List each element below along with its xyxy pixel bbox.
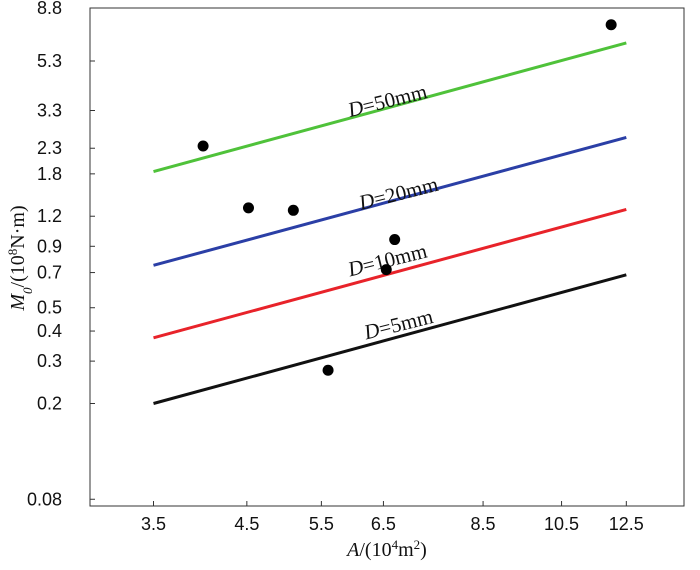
series-line-50mm [153,41,627,174]
data-point [197,140,209,152]
series-label: D=20mm [355,172,440,215]
data-point [287,204,299,216]
y-tick-label: 8.8 [37,0,62,18]
data-points [197,19,617,376]
plot-frame [89,7,685,507]
y-tick-label: 1.2 [37,206,62,226]
x-tick-label: 6.5 [371,514,396,534]
x-tick-label: 5.5 [309,514,334,534]
x-tick-label: 8.5 [471,514,496,534]
y-tick-label: 0.5 [37,298,62,318]
y-tick-label: 0.08 [27,489,62,509]
data-point [242,202,254,214]
y-tick-label: 0.4 [37,321,62,341]
data-point [322,364,334,376]
y-tick-label: 3.3 [37,101,62,121]
x-tick-labels: 3.5 4.5 5.5 6.5 8.5 10.5 12.5 [141,514,644,534]
y-tick-label: 5.3 [37,51,62,71]
x-tick-label: 12.5 [609,514,644,534]
axis-ticks [90,7,627,506]
x-tick-label: 3.5 [141,514,166,534]
y-tick-label: 2.3 [37,138,62,158]
y-tick-labels: 0.08 0.2 0.3 0.4 0.5 0.7 0.9 1.2 1.8 2.3 3.3 5.3 8.8 [27,0,62,509]
data-point [380,264,392,276]
y-tick-label: 1.8 [37,164,62,184]
y-tick-label: 0.2 [37,393,62,413]
x-tick-label: 4.5 [234,514,259,534]
series-line-20mm [153,136,627,267]
y-tick-label: 0.3 [37,351,62,371]
series-line-5mm [153,273,627,405]
y-tick-label: 0.7 [37,263,62,283]
x-tick-label: 10.5 [544,514,579,534]
y-axis-label: M0/(108N·m) [5,205,35,311]
y-tick-label: 0.9 [37,236,62,256]
series-label: D=50mm [344,79,429,122]
series-lines [153,41,627,405]
data-point [389,234,401,246]
series-label: D=5mm [361,304,436,345]
data-point [605,19,617,31]
x-axis-label: A/(104m2) [345,537,427,562]
